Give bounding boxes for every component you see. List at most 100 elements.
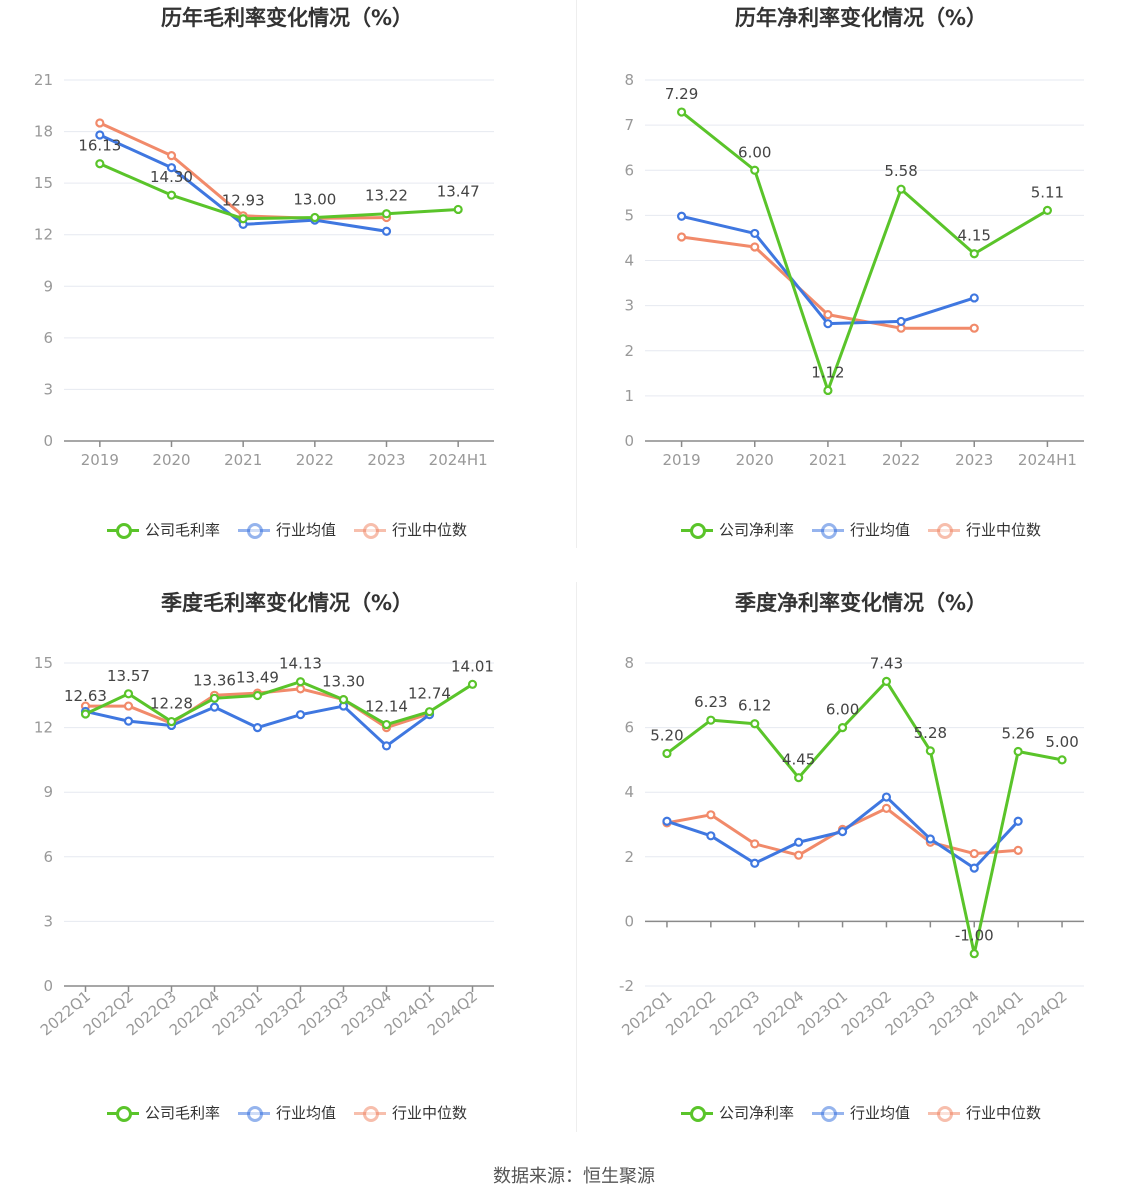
data-point — [166, 163, 177, 173]
legend-marker-icon — [237, 522, 270, 539]
x-tick-label: 2024H1 — [1018, 451, 1077, 469]
data-point — [881, 803, 892, 813]
y-tick-label: 9 — [43, 277, 53, 295]
chart-title: 季度净利率变化情况（%） — [734, 591, 988, 615]
data-label: 14.13 — [279, 655, 322, 673]
data-label: 12.93 — [222, 192, 265, 210]
data-label: 6.12 — [738, 697, 771, 715]
data-point — [252, 690, 263, 701]
data-point — [969, 323, 979, 333]
y-tick-label: 4 — [624, 252, 634, 270]
data-label: 5.00 — [1045, 733, 1078, 751]
data-label: 13.30 — [322, 673, 365, 691]
data-point — [750, 228, 760, 239]
data-point — [1013, 816, 1023, 826]
data-point — [662, 748, 672, 759]
data-point — [95, 118, 105, 128]
legend-item[interactable]: 行业中位数 — [928, 1102, 1041, 1123]
y-tick-label: 0 — [43, 977, 53, 995]
data-point — [706, 831, 716, 841]
legend-item[interactable]: 行业均值 — [811, 1102, 910, 1123]
legend-item[interactable]: 行业中位数 — [354, 1102, 467, 1123]
legend-label: 行业中位数 — [966, 1104, 1042, 1122]
data-label: 5.26 — [1001, 725, 1034, 743]
data-point — [794, 773, 804, 783]
y-tick-label: 6 — [43, 848, 53, 866]
data-point — [925, 834, 935, 844]
data-label: 12.28 — [150, 695, 193, 713]
data-label: 5.58 — [884, 162, 917, 180]
data-label: 13.22 — [365, 187, 408, 205]
data-point — [295, 710, 306, 720]
legend-item[interactable]: 行业中位数 — [928, 519, 1041, 540]
legend-item[interactable]: 公司毛利率 — [106, 1102, 220, 1123]
legend-marker-icon — [928, 522, 960, 539]
y-tick-label: 21 — [34, 71, 53, 89]
annual-net-margin-chart: 历年净利率变化情况（%） 0 1 2 3 4 5 6 7 8 2019 2020 2021 2022 20… — [574, 0, 1148, 580]
data-point — [381, 226, 392, 236]
data-point — [750, 242, 760, 252]
y-tick-label: 3 — [43, 380, 53, 398]
data-point — [123, 689, 134, 699]
legend-item[interactable]: 公司毛利率 — [106, 519, 220, 540]
x-tick-label: 2023 — [367, 451, 405, 469]
data-point — [467, 679, 478, 689]
data-label: 13.49 — [236, 669, 279, 687]
legend-item[interactable]: 行业中位数 — [354, 519, 467, 540]
data-point — [1042, 205, 1053, 216]
legend-item[interactable]: 公司净利率 — [680, 519, 794, 540]
data-label: 13.47 — [437, 182, 480, 200]
data-point — [95, 130, 105, 140]
legend-marker-icon — [680, 1105, 713, 1122]
data-point — [969, 949, 979, 959]
data-label: 4.45 — [782, 751, 815, 769]
y-tick-label: 6 — [624, 719, 634, 737]
legend: 公司净利率 行业均值 行业中位数 — [574, 1102, 1148, 1123]
chart-title: 历年毛利率变化情况（%） — [160, 6, 414, 30]
data-label: 12.14 — [365, 698, 408, 716]
legend-item[interactable]: 行业均值 — [811, 519, 910, 540]
data-point — [295, 684, 306, 694]
data-label: 7.43 — [870, 654, 903, 672]
data-point — [750, 858, 760, 868]
y-tick-label: 18 — [34, 123, 53, 141]
data-point — [338, 695, 349, 705]
y-tick-label: 3 — [43, 912, 53, 930]
x-tick-label: 2019 — [662, 451, 700, 469]
data-point — [969, 249, 979, 259]
series-line-1 — [681, 214, 975, 326]
data-point — [837, 723, 848, 733]
x-tick-label: 2022 — [882, 451, 920, 469]
legend: 公司净利率 行业均值 行业中位数 — [574, 519, 1148, 540]
y-tick-label: 4 — [624, 783, 634, 801]
legend-item[interactable]: 行业均值 — [237, 1102, 336, 1123]
data-label: 16.13 — [78, 137, 121, 155]
legend-item[interactable]: 公司净利率 — [680, 1102, 794, 1123]
x-tick-label: 2021 — [809, 451, 847, 469]
data-point — [676, 211, 687, 221]
data-point — [295, 677, 306, 687]
y-tick-label: 9 — [43, 783, 53, 801]
series-line-0 — [680, 110, 1049, 392]
x-tick-label: 2024H1 — [429, 451, 488, 469]
data-point — [381, 741, 392, 751]
data-point — [750, 165, 760, 175]
data-point — [166, 716, 177, 727]
data-point — [381, 209, 392, 219]
y-tick-label: 12 — [34, 226, 53, 244]
chart-plot: -2024682022Q12022Q22022Q32022Q42023Q1202… — [618, 654, 1084, 1039]
legend-item[interactable]: 行业均值 — [237, 519, 336, 540]
data-label: 7.29 — [665, 85, 698, 103]
legend-marker-icon — [680, 522, 713, 539]
data-point — [80, 709, 91, 719]
y-tick-label: 2 — [624, 848, 634, 866]
y-tick-label: 8 — [624, 71, 634, 89]
data-point — [750, 839, 760, 849]
data-point — [123, 716, 134, 726]
data-point — [969, 848, 979, 859]
data-point — [166, 190, 177, 200]
data-point — [1013, 746, 1023, 757]
data-point — [1057, 755, 1067, 765]
data-point — [794, 837, 804, 847]
legend-marker-icon — [106, 522, 139, 539]
